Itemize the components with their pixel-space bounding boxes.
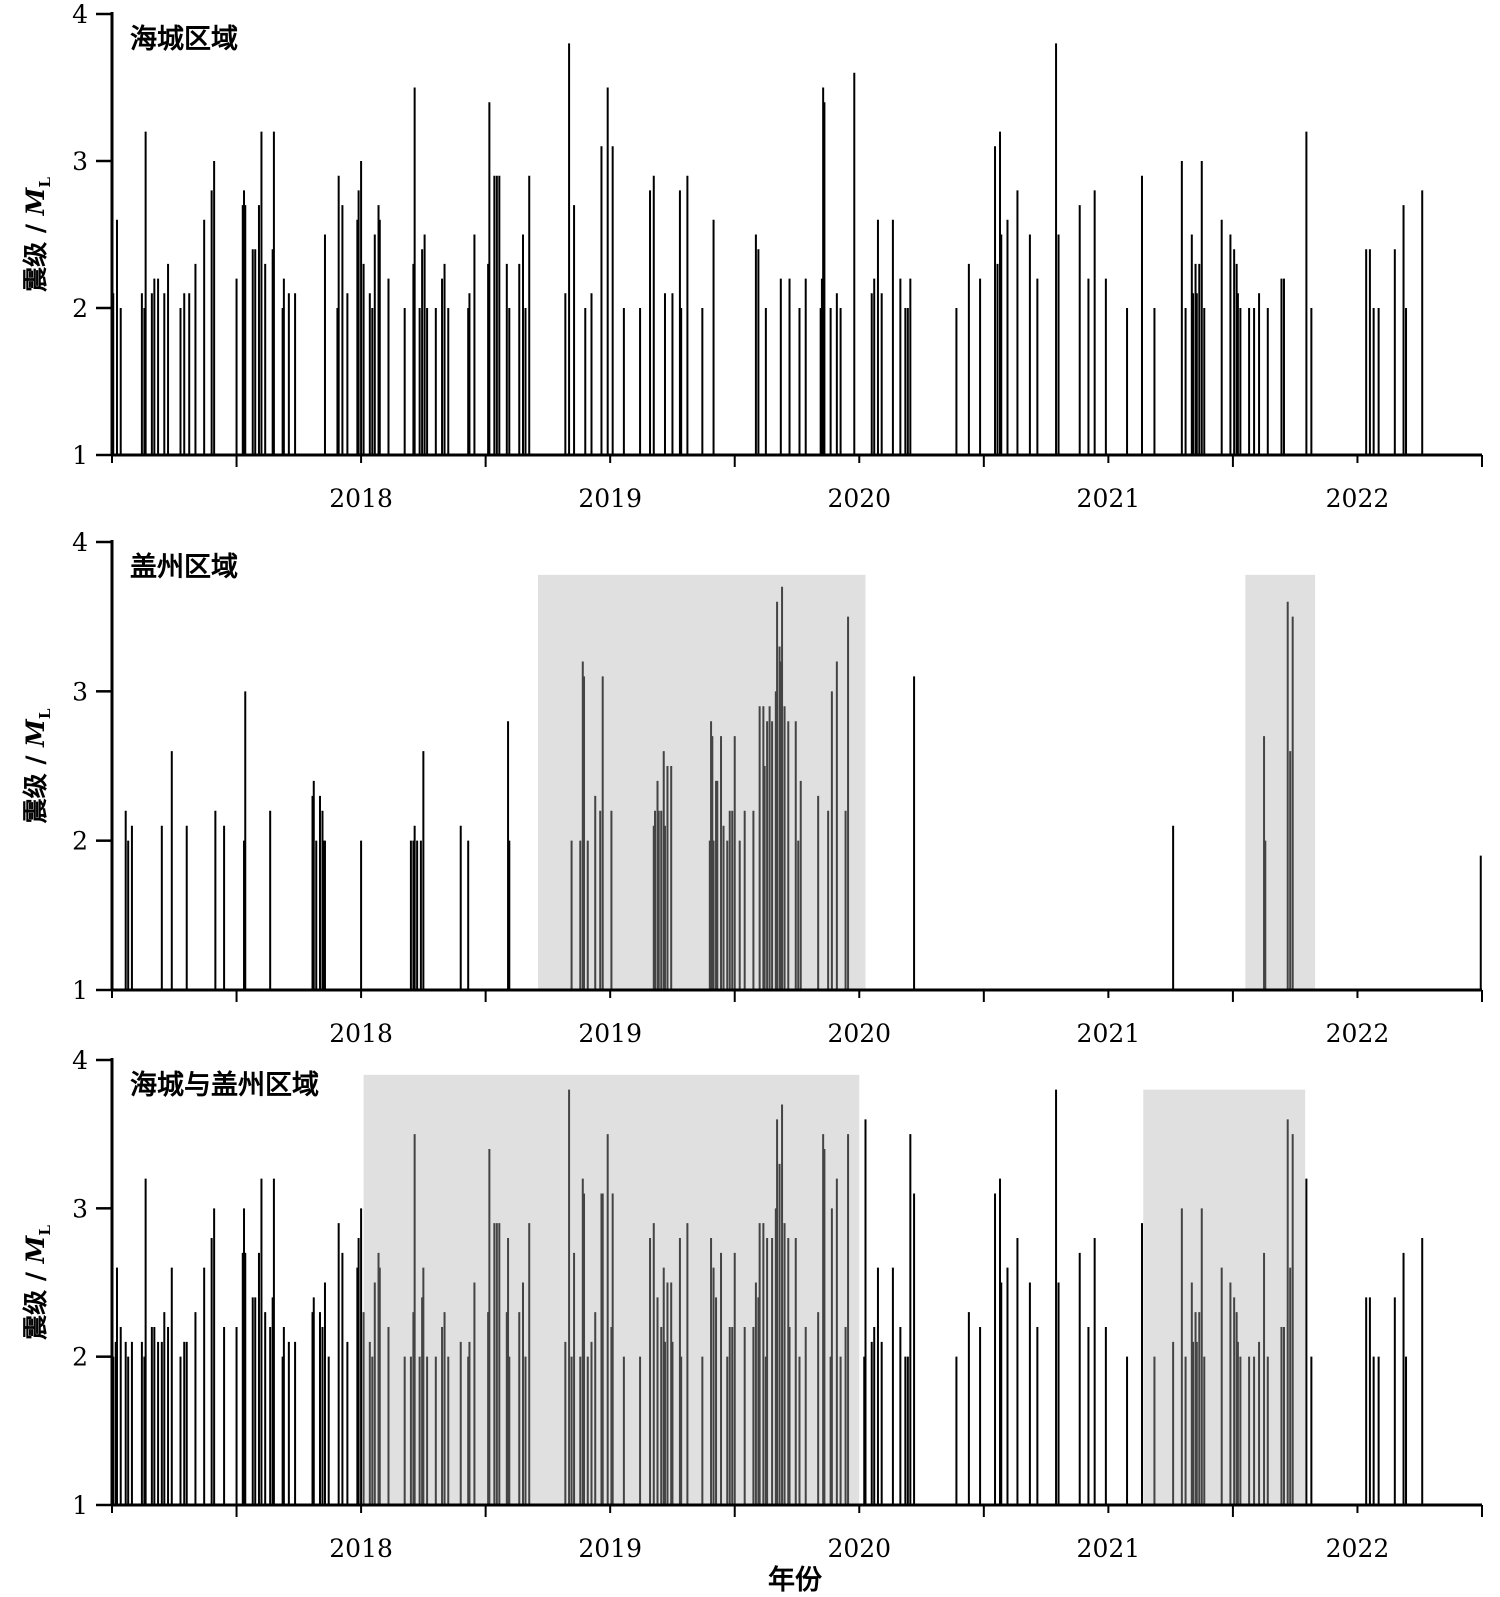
year-label: 2019 [578, 1534, 642, 1563]
year-label: 2020 [827, 1534, 891, 1563]
y-tick-label: 1 [72, 1491, 88, 1520]
panel-title: 盖州区域 [130, 552, 238, 583]
year-label: 2021 [1077, 1019, 1141, 1048]
year-label: 2020 [827, 484, 891, 513]
y-tick-label: 2 [72, 1343, 88, 1372]
year-label: 2020 [827, 1019, 891, 1048]
year-label: 2018 [329, 1019, 393, 1048]
year-label: 2022 [1326, 484, 1390, 513]
year-label: 2021 [1077, 484, 1141, 513]
year-label: 2018 [329, 484, 393, 513]
y-tick-label: 4 [72, 1046, 88, 1075]
shaded-period [537, 574, 866, 990]
y-tick-label: 4 [72, 528, 88, 557]
year-label: 2022 [1326, 1534, 1390, 1563]
y-tick-label: 2 [72, 294, 88, 323]
year-label: 2018 [329, 1534, 393, 1563]
shaded-period [1143, 1089, 1306, 1505]
year-label: 2022 [1326, 1019, 1390, 1048]
y-tick-label: 1 [72, 976, 88, 1005]
y-tick-label: 3 [72, 1194, 88, 1223]
year-label: 2019 [578, 484, 642, 513]
y-tick-label: 3 [72, 677, 88, 706]
year-label: 2021 [1077, 1534, 1141, 1563]
shaded-period [1245, 574, 1316, 990]
y-tick-label: 1 [72, 441, 88, 470]
panel-title: 海城区域 [130, 24, 238, 55]
y-axis-label: 震级 / ML [21, 1225, 54, 1340]
panel-title: 海城与盖州区域 [130, 1070, 319, 1101]
x-axis-label: 年份 [768, 1564, 822, 1596]
year-label: 2019 [578, 1019, 642, 1048]
y-tick-label: 4 [72, 0, 88, 29]
y-tick-label: 2 [72, 827, 88, 856]
y-axis-label: 震级 / ML [21, 177, 54, 292]
y-tick-label: 3 [72, 147, 88, 176]
y-axis-label: 震级 / ML [21, 708, 54, 823]
